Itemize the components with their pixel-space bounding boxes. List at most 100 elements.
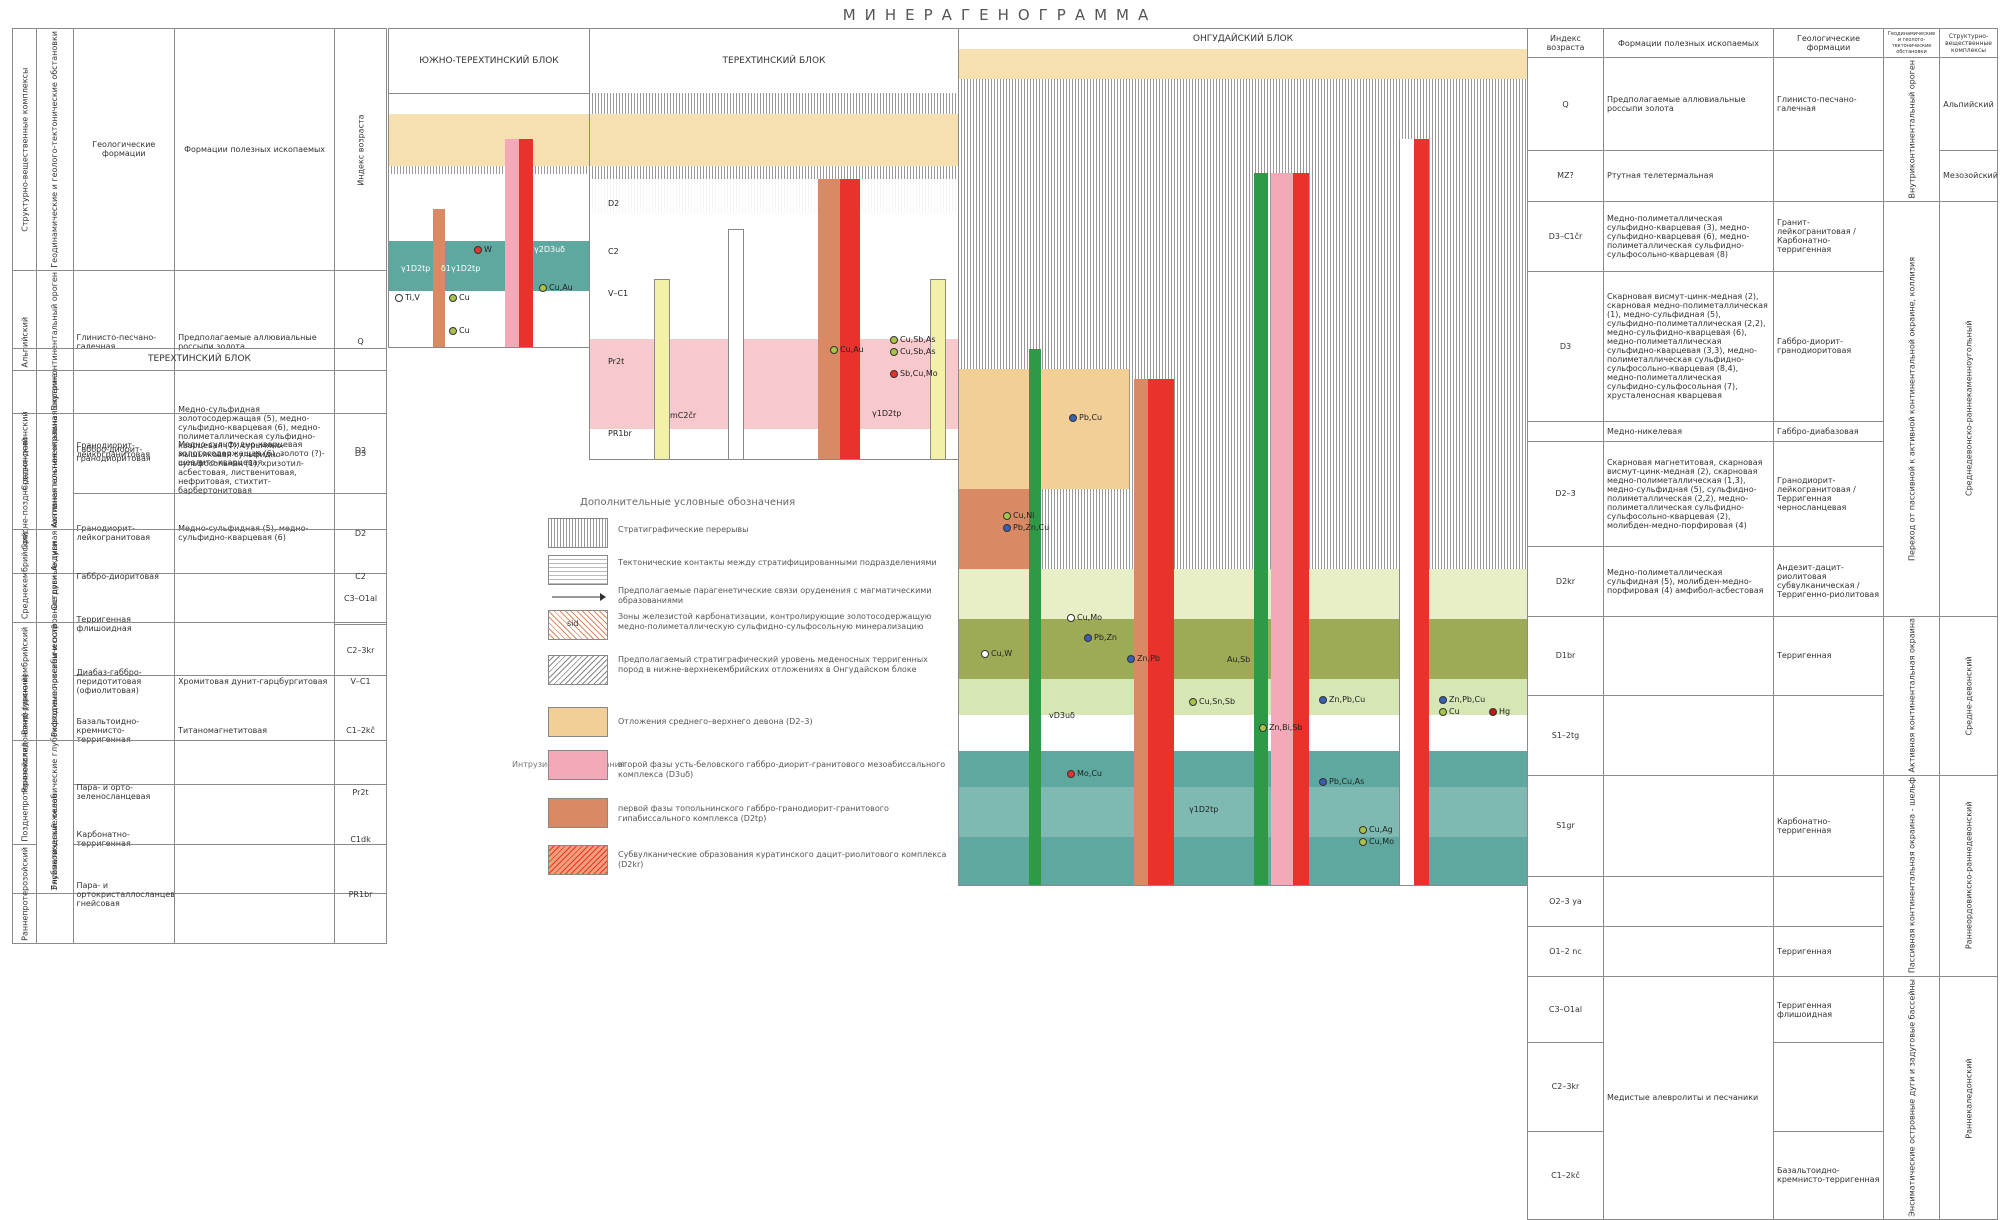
- ore-dot-icon: [1069, 413, 1077, 422]
- intrusion-tp: [1134, 379, 1148, 885]
- formation-b: Карбонатно-терригенная: [1777, 236, 1832, 254]
- cell-minerals: [174, 739, 336, 846]
- header-formation: Геологические формации: [1773, 28, 1884, 58]
- ore-label: Cu,Sn,Sb: [1189, 697, 1235, 706]
- ore-label: Cu,Au: [830, 345, 864, 354]
- formation-a: Гранодиорит-лейкогранитовая: [1777, 475, 1851, 494]
- band-c2: [959, 787, 1527, 837]
- ore-dot-icon: [1127, 654, 1135, 663]
- cell-formation: Глинисто-песчано-галечная: [1773, 56, 1884, 152]
- cell-age: C3–O1al: [1527, 976, 1604, 1044]
- cell-age: C2–3kr: [1527, 1042, 1604, 1132]
- cell-age: V–C1: [334, 621, 387, 741]
- cell-minerals: [174, 529, 336, 623]
- ore-label: Cu,Ag: [1359, 825, 1393, 834]
- cell-age: D2kr: [1527, 545, 1604, 617]
- ore-dot-icon: [830, 345, 838, 354]
- ore-dot-icon: [1067, 613, 1075, 622]
- cell-minerals: [1603, 695, 1774, 776]
- cell-formation: Габбро-диорит-гранодиоритовая: [1773, 270, 1884, 422]
- cell-age: D3: [1527, 270, 1604, 422]
- intrusion-red: [1413, 139, 1429, 885]
- schist-column: [654, 279, 670, 459]
- cell-age: [1527, 420, 1604, 442]
- table-title: ТЕРЕХТИНСКИЙ БЛОК: [12, 348, 387, 371]
- band-v: [590, 299, 958, 339]
- cell-minerals: Медистые алевролиты и песчаники: [1603, 976, 1774, 1220]
- ore-dot-icon: [1189, 697, 1197, 706]
- ore-label: Cu: [449, 293, 470, 302]
- ore-label: Zn,Bi,Sb: [1259, 723, 1303, 732]
- ore-dot-icon: [1489, 707, 1497, 716]
- intrusion-tp: [818, 179, 840, 459]
- legend-swatch-kr: [548, 845, 608, 875]
- white-column: [1399, 139, 1414, 885]
- cell-geo: Внутриконтинентальный ороген: [1883, 57, 1940, 201]
- cell-svk: Мезозойский: [1939, 150, 1998, 202]
- cell-age: O2–3 ya: [1527, 875, 1604, 927]
- cell-formation: Карбонатно-терригенная: [1773, 774, 1884, 877]
- devonian-deposits: [959, 369, 1129, 489]
- cell-svk: Средне-девонский: [12, 370, 37, 530]
- south-terekhta-panel: ЮЖНО-ТЕРЕХТИНСКИЙ БЛОК W Cu Cu Ti,V Cu,A…: [388, 28, 590, 348]
- band-empty: [389, 174, 589, 226]
- ore-dot-icon: [890, 347, 898, 356]
- formation-b: Терригенная черносланцевая: [1777, 493, 1847, 512]
- formation-a: Андезит-дацит-риолитовая субвулканическа…: [1777, 563, 1855, 590]
- ore-label: Zn,Pb,Cu: [1319, 695, 1365, 704]
- band-white: [389, 291, 589, 347]
- ore-dot-icon: [539, 283, 547, 292]
- strat-label: C2: [608, 247, 619, 256]
- header-age: Индекс возраста: [1527, 28, 1604, 58]
- block-header: ОНГУДАЙСКИЙ БЛОК: [959, 29, 1527, 50]
- ore-label: Cu: [1439, 707, 1460, 716]
- ore-dot-icon: [1259, 723, 1267, 732]
- cell-svk: Раннекаледонский: [1939, 976, 1998, 1220]
- band-s1tg: [959, 569, 1527, 619]
- intrusion-ud: [505, 139, 519, 347]
- cell-age: C1–2kč: [1527, 1130, 1604, 1220]
- header-geo: Геодинамические и геолого-тектонические …: [36, 28, 74, 271]
- formation-b: Терригенно-риолитовая: [1777, 590, 1879, 599]
- ore-dot-icon: [1359, 837, 1367, 846]
- strat-label: V–C1: [608, 289, 629, 298]
- ore-dot-icon: [1067, 769, 1075, 778]
- cell-svk: Среднекембрийский: [12, 529, 37, 623]
- band-pr1: [590, 429, 958, 459]
- cell-geo: Энсиматические островные дуги и задуговы…: [1883, 976, 1940, 1220]
- cell-svk: Раннепротерозойский: [12, 844, 37, 944]
- strat-label: Pr2t: [608, 357, 625, 366]
- cell-age: C2: [334, 529, 387, 623]
- cell-minerals: [174, 844, 336, 945]
- ore-label: Pb,Zn: [1084, 633, 1117, 642]
- cell-age: PR1br: [334, 844, 387, 945]
- cell-minerals: [1603, 774, 1774, 877]
- cell-formation: Пара- и ортокристаллосланцево-гнейсовая: [72, 844, 176, 945]
- cell-geo: Активная континентальная окраина: [1883, 616, 1940, 776]
- intrusion-red: [840, 179, 860, 459]
- cell-formation: Базальтоидно-кремнисто-терригенная: [1773, 1130, 1884, 1220]
- legend-swatch-hiatus: [548, 518, 608, 548]
- cell-svk: Раннеордовикско-раннедевонский: [1939, 775, 1998, 977]
- ore-label: Au,Sb: [1227, 655, 1251, 664]
- cell-formation: Гранодиорит-лейкогранитовая / Терригенна…: [1773, 440, 1884, 547]
- block-header: ЮЖНО-ТЕРЕХТИНСКИЙ БЛОК: [389, 29, 589, 94]
- block-header: ТЕРЕХТИНСКИЙ БЛОК: [590, 29, 958, 94]
- band-d2: [590, 179, 958, 259]
- cell-minerals: [1603, 615, 1774, 697]
- intrusion-label: δ1γ1D2tp: [441, 264, 481, 273]
- cell-age: D3–C1čr: [1527, 200, 1604, 272]
- ore-dot-icon: [1084, 633, 1092, 642]
- ore-label: Cu,Ni: [1003, 511, 1034, 520]
- ore-label: Pb,Cu: [1069, 413, 1102, 422]
- ore-dot-icon: [395, 293, 403, 302]
- legend-item: Зоны железистой карбонатизации, контроли…: [618, 612, 932, 631]
- intrusion-tp: [433, 209, 445, 347]
- band-s1gr: [959, 619, 1527, 679]
- legend-swatch-contacts: [548, 555, 608, 585]
- cell-formation: Терригенная: [1773, 615, 1884, 697]
- header-age: Индекс возраста: [334, 28, 387, 271]
- ore-dot-icon: [1359, 825, 1367, 834]
- legend-item: Отложения среднего–верхнего девона (D2–3…: [618, 717, 813, 726]
- ore-dot-icon: [449, 326, 457, 335]
